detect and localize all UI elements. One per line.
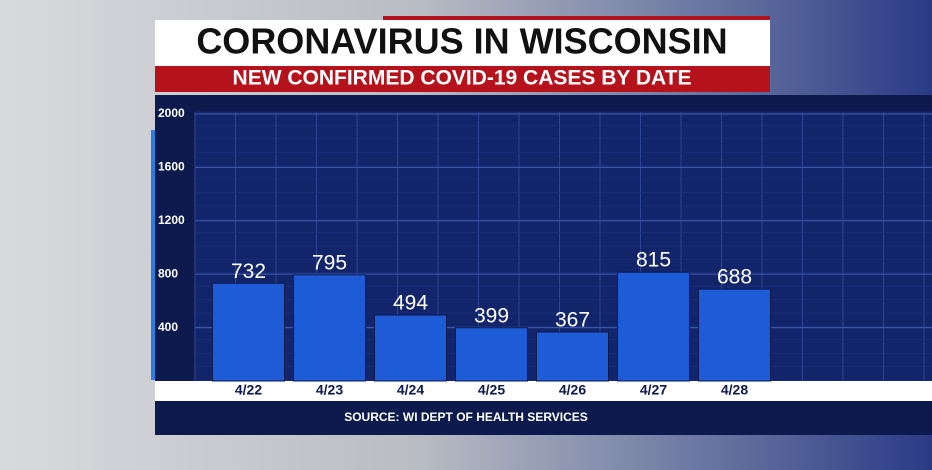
- bar: [293, 274, 366, 382]
- x-tick-label: 4/23: [316, 382, 343, 398]
- x-tick-label: 4/28: [721, 382, 748, 398]
- value-label: 494: [393, 292, 428, 315]
- bar: [374, 314, 447, 382]
- source: SOURCE: WI DEPT OF HEALTH SERVICES: [344, 410, 588, 424]
- value-label: 367: [555, 309, 590, 332]
- y-tick-label: 1200: [158, 213, 185, 227]
- x-tick-label: 4/26: [559, 382, 586, 398]
- x-tick-label: 4/22: [235, 382, 262, 398]
- value-label: 795: [312, 251, 347, 274]
- value-label: 815: [636, 249, 671, 272]
- y-tick-label: 2000: [158, 106, 185, 120]
- y-tick-label: 1600: [158, 160, 185, 174]
- y-tick-label: 400: [158, 320, 178, 334]
- x-tick-label: 4/24: [397, 382, 424, 398]
- bar: [698, 288, 771, 382]
- bar: [536, 331, 609, 382]
- bar: [212, 282, 285, 382]
- title-box: [155, 20, 770, 66]
- y-tick-label: 800: [158, 266, 178, 280]
- chart-title: CORONAVIRUS IN WISCONSIN: [196, 21, 727, 62]
- bar: [617, 271, 690, 382]
- x-tick-label: 4/27: [640, 382, 667, 398]
- value-label: 688: [717, 266, 752, 289]
- bar: [455, 327, 528, 382]
- title-accent: [383, 16, 770, 20]
- x-axis-strip: [155, 381, 932, 401]
- subtitle-box: [155, 66, 770, 92]
- panel-accent: [151, 130, 155, 380]
- value-label: 732: [231, 260, 266, 283]
- x-tick-label: 4/25: [478, 382, 505, 398]
- chart-subtitle: NEW CONFIRMED COVID-19 CASES BY DATE: [233, 67, 692, 90]
- value-label: 399: [474, 304, 509, 327]
